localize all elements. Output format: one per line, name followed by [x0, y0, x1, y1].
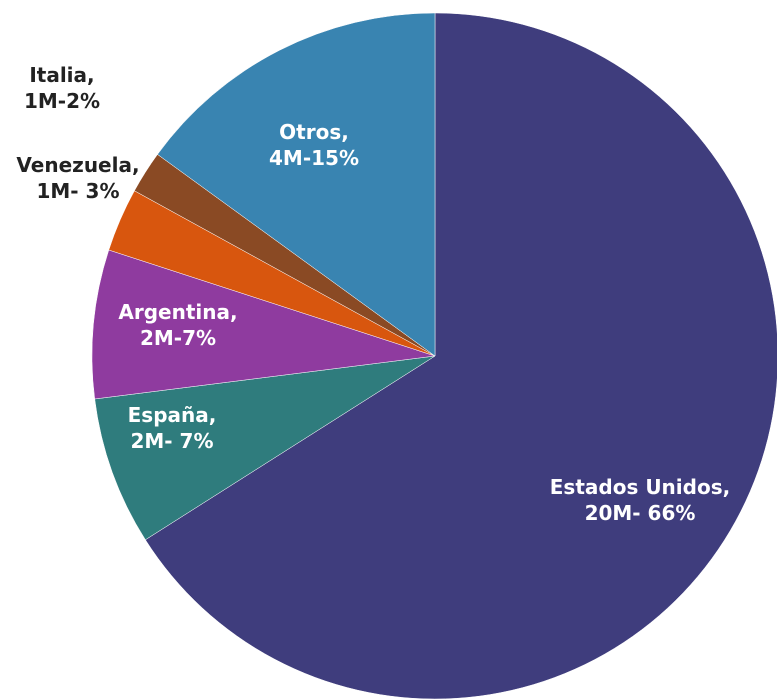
- slice-label: Venezuela, 1M- 3%: [16, 153, 139, 203]
- slice-value-label: 20M- 66%: [585, 501, 696, 525]
- slice-category: Italia,: [29, 63, 94, 87]
- slice-category: Otros,: [279, 120, 349, 144]
- slice-separator: ,: [230, 300, 238, 324]
- slice-category: Venezuela,: [16, 153, 139, 177]
- slice-separator: ,: [87, 63, 95, 87]
- pie-slice: [94, 355, 436, 541]
- pie-slice: [91, 249, 436, 400]
- pie-slice: [145, 12, 777, 700]
- slice-category: Argentina,: [118, 300, 237, 324]
- slice-label: Estados Unidos, 20M- 66%: [550, 475, 730, 525]
- slice-category-name: Estados Unidos: [550, 475, 723, 499]
- slice-separator: ,: [132, 153, 140, 177]
- slice-category-name: Italia: [29, 63, 87, 87]
- slice-separator: ,: [723, 475, 731, 499]
- slice-category: España,: [128, 403, 217, 427]
- slice-label: Argentina, 2M-7%: [118, 300, 237, 350]
- slice-category-name: España: [128, 403, 209, 427]
- slice-separator: ,: [209, 403, 217, 427]
- slice-category-name: Venezuela: [16, 153, 132, 177]
- pie-slice: [157, 12, 436, 357]
- slice-value-label: 4M-15%: [269, 146, 359, 170]
- slice-category-name: Argentina: [118, 300, 230, 324]
- slice-category-name: Otros: [279, 120, 341, 144]
- slice-value-label: 2M-7%: [140, 326, 216, 350]
- slice-label: Otros, 4M-15%: [269, 120, 359, 170]
- slice-label: España, 2M- 7%: [128, 403, 217, 453]
- slice-value-label: 1M-2%: [24, 89, 100, 113]
- slice-value-label: 1M- 3%: [36, 179, 119, 203]
- slice-category: Estados Unidos,: [550, 475, 730, 499]
- slice-separator: ,: [341, 120, 349, 144]
- slice-label: Italia, 1M-2%: [24, 63, 100, 113]
- slice-value-label: 2M- 7%: [130, 429, 213, 453]
